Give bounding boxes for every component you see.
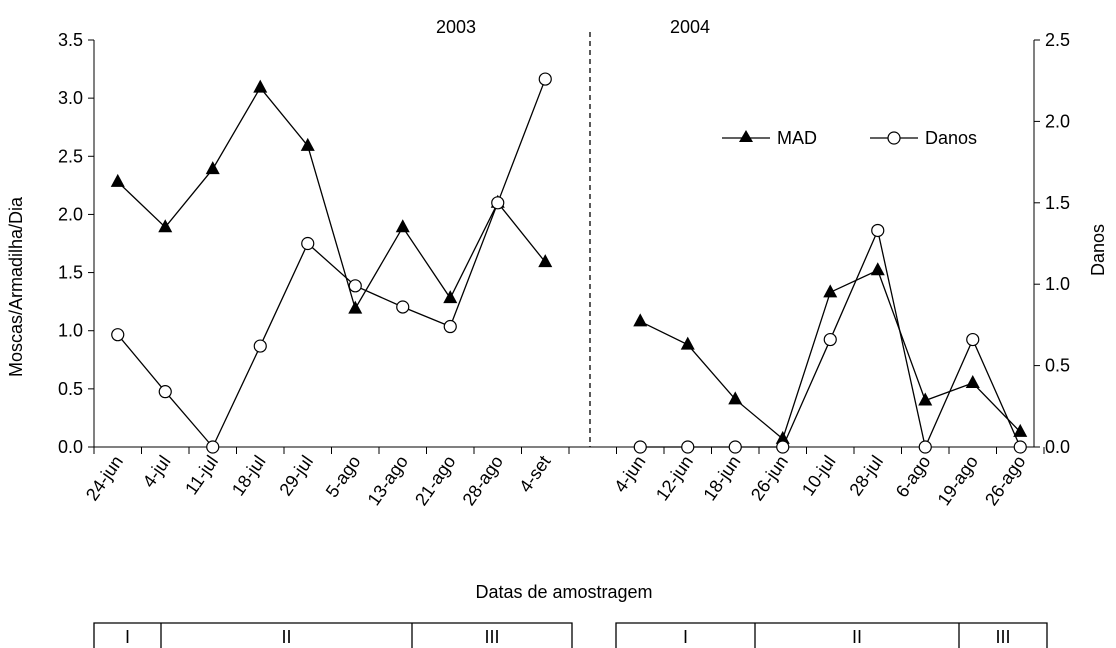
y-axis-left-label: Moscas/Armadilha/Dia — [6, 196, 26, 377]
data-point-danos — [1013, 440, 1027, 454]
phase-label: II — [281, 627, 291, 647]
y-right-tick-label: 1.5 — [1045, 193, 1070, 213]
y-axis-right-ticks: 0.0 0.5 1.0 1.5 2.0 2.5 — [1034, 30, 1070, 457]
x-tick-label: 13-ago — [363, 452, 412, 509]
legend-marker-mad — [739, 130, 753, 142]
x-axis-label: Datas de amostragem — [475, 582, 652, 602]
year-label-2003: 2003 — [436, 17, 476, 37]
data-point-mad — [205, 161, 220, 175]
x-tick-label: 4-jun — [610, 452, 649, 496]
phase-label: III — [995, 627, 1010, 647]
x-tick-label: 21-ago — [411, 452, 460, 509]
x-tick-label: 6-ago — [892, 452, 935, 501]
x-tick-label: 18-jun — [699, 452, 744, 504]
data-point-danos — [206, 440, 220, 454]
data-point-danos — [491, 196, 505, 210]
x-axis-ticks: 24-jun 4-jul 11-jul 18-jul 29-jul 5-ago13-ago… — [82, 452, 1030, 509]
axes — [93, 32, 1045, 454]
phase-table: I II III I II III — [93, 622, 1048, 648]
x-tick-label: 29-jul — [275, 452, 317, 500]
data-point-danos — [253, 339, 267, 353]
phase-label: II — [852, 627, 862, 647]
x-tick-label: 4-jul — [139, 452, 175, 491]
x-tick-label: 12-jun — [652, 452, 697, 504]
x-tick-label: 4-set — [515, 452, 554, 496]
data-point-mad — [918, 392, 933, 406]
legend-marker-danos — [887, 131, 901, 145]
y-left-tick-label: 0.0 — [58, 437, 83, 457]
data-point-danos — [396, 300, 410, 314]
data-point-mad — [633, 313, 648, 327]
x-tick-label: 10-jul — [798, 452, 840, 500]
y-left-tick-label: 3.0 — [58, 88, 83, 108]
phase-label: I — [125, 627, 130, 647]
data-point-mad — [158, 219, 173, 233]
data-point-danos — [728, 440, 742, 454]
data-point-mad — [965, 375, 980, 389]
x-tick-label: 28-jul — [845, 452, 887, 500]
y-right-tick-label: 0.5 — [1045, 356, 1070, 376]
y-right-tick-label: 0.0 — [1045, 437, 1070, 457]
legend-label-danos: Danos — [925, 128, 977, 148]
y-left-tick-label: 2.5 — [58, 146, 83, 166]
x-tick-label: 26-jun — [747, 452, 792, 504]
series-line-mad — [117, 86, 546, 311]
data-point-danos — [681, 440, 695, 454]
data-point-danos — [348, 279, 362, 293]
y-right-tick-label: 2.5 — [1045, 30, 1070, 50]
data-point-danos — [918, 440, 932, 454]
year-label-2004: 2004 — [670, 17, 710, 37]
y-left-tick-label: 1.5 — [58, 263, 83, 283]
data-point-mad — [870, 262, 885, 276]
x-tick-label: 26-ago — [981, 452, 1030, 509]
x-tick-label: 11-jul — [181, 452, 222, 498]
y-axis-left-ticks: 0.0 0.5 1.0 1.5 2.0 2.5 3.0 3.5 — [58, 30, 94, 457]
data-point-mad — [348, 300, 363, 314]
data-point-mad — [443, 290, 458, 304]
y-right-tick-label: 1.0 — [1045, 274, 1070, 294]
phase-box-2003 — [93, 622, 573, 648]
data-point-danos — [966, 332, 980, 347]
y-right-tick-label: 2.0 — [1045, 111, 1070, 131]
data-point-mad — [395, 219, 410, 233]
y-axis-right-label: Danos — [1088, 224, 1108, 276]
x-tick-label: 28-ago — [458, 452, 507, 509]
data-point-danos — [443, 319, 457, 334]
data-point-danos — [633, 440, 647, 454]
data-point-mad — [728, 391, 743, 405]
data-point-mad — [823, 284, 838, 298]
data-point-danos — [158, 385, 172, 399]
series-line-danos — [117, 78, 546, 449]
data-point-mad — [300, 137, 315, 151]
data-point-mad — [538, 254, 553, 268]
y-left-tick-label: 1.0 — [58, 321, 83, 341]
data-point-mad — [680, 336, 695, 350]
x-tick-label: 5-ago — [322, 452, 365, 501]
data-point-danos — [871, 223, 885, 238]
y-left-tick-label: 0.5 — [58, 379, 83, 399]
series — [110, 72, 1028, 454]
x-tick-label: 24-jun — [82, 452, 127, 504]
x-tick-label: 18-jul — [228, 452, 270, 500]
data-point-danos — [111, 328, 125, 342]
data-point-mad — [110, 173, 125, 187]
data-point-mad — [1013, 423, 1028, 437]
data-point-danos — [823, 332, 837, 347]
data-point-danos — [538, 72, 552, 86]
phase-label: III — [484, 627, 499, 647]
data-point-danos — [301, 236, 315, 251]
phase-box-2004 — [615, 622, 1048, 648]
data-point-mad — [253, 79, 268, 93]
y-left-tick-label: 2.0 — [58, 204, 83, 224]
legend: MAD Danos — [722, 128, 977, 148]
x-tick-label: 19-ago — [933, 452, 982, 509]
legend-label-mad: MAD — [777, 128, 817, 148]
y-left-tick-label: 3.5 — [58, 30, 83, 50]
phase-label: I — [683, 627, 688, 647]
data-point-danos — [776, 440, 790, 454]
